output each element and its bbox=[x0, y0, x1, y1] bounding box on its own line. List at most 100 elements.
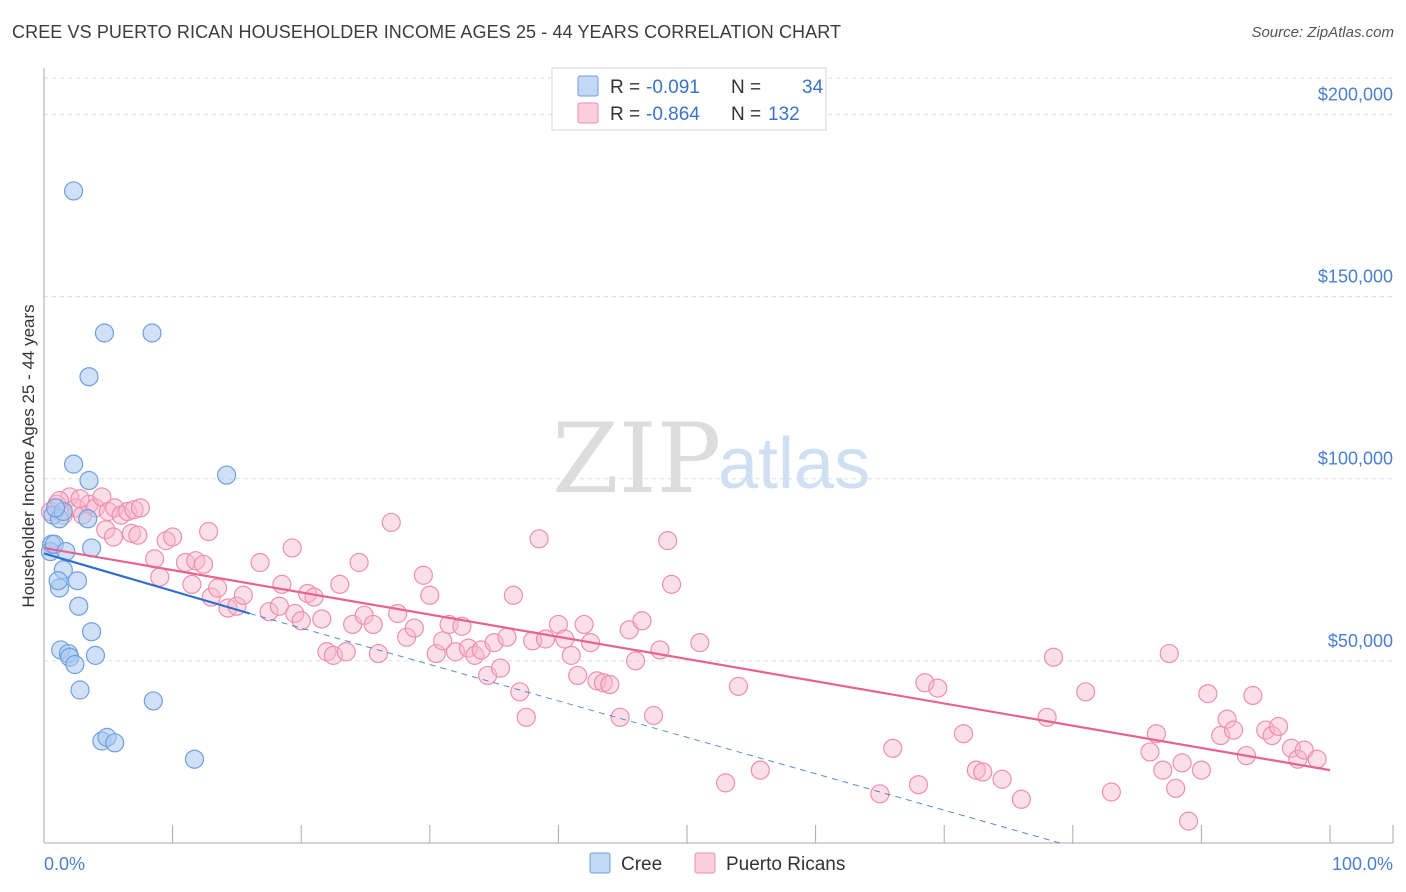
pr-point-28 bbox=[150, 567, 170, 587]
pr-point-14 bbox=[130, 498, 151, 518]
trendline-puerto-ricans bbox=[43, 546, 1331, 772]
y-axis-label: Householder Income Ages 25 - 44 years bbox=[19, 304, 38, 607]
cree-point-25 bbox=[65, 654, 85, 675]
legend-r-label-puerto-ricans: R = bbox=[610, 104, 640, 125]
pr-point-126 bbox=[1243, 685, 1263, 706]
trendline-cree-extension bbox=[249, 613, 1061, 844]
pr-point-106 bbox=[973, 762, 993, 782]
legend-swatch-cree bbox=[577, 75, 599, 97]
pr-point-37 bbox=[269, 596, 289, 616]
pr-point-59 bbox=[420, 585, 440, 605]
pr-point-72 bbox=[503, 585, 523, 605]
watermark-atlas: atlas bbox=[718, 424, 870, 504]
pr-point-27 bbox=[193, 554, 214, 574]
bottom-legend-swatch-cree bbox=[589, 852, 611, 874]
pr-point-129 bbox=[1268, 716, 1289, 737]
pr-point-111 bbox=[1076, 682, 1096, 702]
cree-point-10 bbox=[63, 454, 84, 474]
pr-point-123 bbox=[1217, 709, 1237, 729]
source-label: Source: ZipAtlas.com bbox=[1251, 24, 1394, 41]
pr-point-118 bbox=[1172, 753, 1192, 773]
pr-point-46 bbox=[323, 645, 343, 665]
pr-point-124 bbox=[1223, 720, 1244, 740]
pr-point-34 bbox=[233, 585, 253, 605]
pr-point-97 bbox=[728, 676, 749, 696]
cree-point-20 bbox=[69, 596, 89, 616]
cree-point-17 bbox=[67, 571, 88, 591]
cree-point-32 bbox=[184, 749, 205, 769]
pr-point-58 bbox=[413, 565, 433, 585]
legend-n-label-puerto-ricans: N = bbox=[731, 104, 761, 125]
cree-point-13 bbox=[78, 509, 98, 529]
pr-point-44 bbox=[312, 609, 332, 629]
pr-point-93 bbox=[658, 531, 678, 551]
pr-point-76 bbox=[529, 529, 549, 549]
watermark-zip: ZIP bbox=[552, 403, 721, 515]
pr-point-133 bbox=[1307, 749, 1327, 769]
pr-point-70 bbox=[490, 658, 511, 678]
legend-r-label-cree: R = bbox=[610, 77, 640, 98]
pr-point-103 bbox=[928, 678, 948, 698]
pr-point-17 bbox=[96, 520, 116, 540]
trendline-cree bbox=[43, 552, 251, 615]
pr-point-104 bbox=[953, 724, 974, 744]
bottom-legend-label-puerto-ricans: Puerto Ricans bbox=[726, 854, 845, 875]
pr-point-48 bbox=[336, 642, 356, 662]
cree-points bbox=[40, 181, 237, 769]
cree-point-26 bbox=[85, 645, 106, 665]
pr-point-36 bbox=[259, 602, 279, 622]
pr-point-84 bbox=[587, 671, 607, 691]
pr-point-113 bbox=[1140, 742, 1160, 762]
pr-point-101 bbox=[908, 775, 929, 795]
axes bbox=[43, 68, 1394, 844]
y-tick-label-3: $200,000 bbox=[1318, 84, 1393, 104]
pr-point-40 bbox=[285, 603, 305, 624]
pr-point-99 bbox=[883, 738, 903, 758]
bottom-legend-label-cree: Cree bbox=[621, 854, 662, 875]
pr-point-52 bbox=[363, 614, 383, 635]
cree-point-19 bbox=[48, 571, 68, 591]
cree-point-33 bbox=[45, 498, 66, 518]
pr-point-61 bbox=[433, 631, 453, 651]
pr-point-80 bbox=[561, 645, 581, 665]
legend-n-value-puerto-ricans: 132 bbox=[768, 104, 800, 125]
pr-point-117 bbox=[1166, 778, 1186, 798]
pr-point-121 bbox=[1198, 684, 1218, 704]
pr-point-108 bbox=[1011, 789, 1031, 809]
cree-point-31 bbox=[105, 733, 125, 753]
pr-point-18 bbox=[121, 523, 142, 543]
legend-n-value-cree: 34 bbox=[802, 77, 824, 98]
pr-point-119 bbox=[1178, 811, 1199, 831]
pr-point-45 bbox=[317, 642, 337, 662]
bottom-legend-swatch-puerto-ricans bbox=[694, 852, 716, 874]
cree-point-11 bbox=[79, 470, 99, 491]
pr-point-87 bbox=[610, 707, 630, 727]
trendlines bbox=[43, 546, 1331, 844]
pr-point-23 bbox=[199, 521, 219, 542]
legend-r-value-cree: -0.091 bbox=[646, 77, 700, 98]
legend-bottom: Cree Puerto Ricans bbox=[589, 852, 845, 875]
pr-point-22 bbox=[163, 527, 183, 547]
pr-point-29 bbox=[182, 574, 202, 594]
pr-point-63 bbox=[445, 642, 466, 662]
pr-point-50 bbox=[349, 552, 369, 573]
pr-point-114 bbox=[1146, 724, 1166, 744]
pr-point-39 bbox=[282, 538, 302, 558]
pr-point-12 bbox=[117, 501, 138, 522]
cree-point-8 bbox=[142, 323, 162, 343]
pr-point-10 bbox=[105, 498, 125, 518]
puerto-ricans-points bbox=[40, 487, 1327, 831]
pr-point-53 bbox=[368, 643, 388, 664]
pr-point-98 bbox=[750, 760, 770, 780]
x-tick-label-start: 0.0% bbox=[44, 854, 85, 874]
pr-point-105 bbox=[966, 760, 986, 780]
cree-point-7 bbox=[94, 323, 115, 343]
cree-point-12 bbox=[217, 465, 237, 485]
pr-point-115 bbox=[1153, 760, 1173, 780]
legend-n-label-cree: N = bbox=[731, 77, 761, 98]
pr-point-74 bbox=[516, 707, 536, 727]
pr-point-112 bbox=[1101, 782, 1121, 802]
pr-point-110 bbox=[1043, 647, 1064, 667]
pr-point-71 bbox=[497, 627, 517, 647]
cree-point-9 bbox=[79, 367, 99, 387]
